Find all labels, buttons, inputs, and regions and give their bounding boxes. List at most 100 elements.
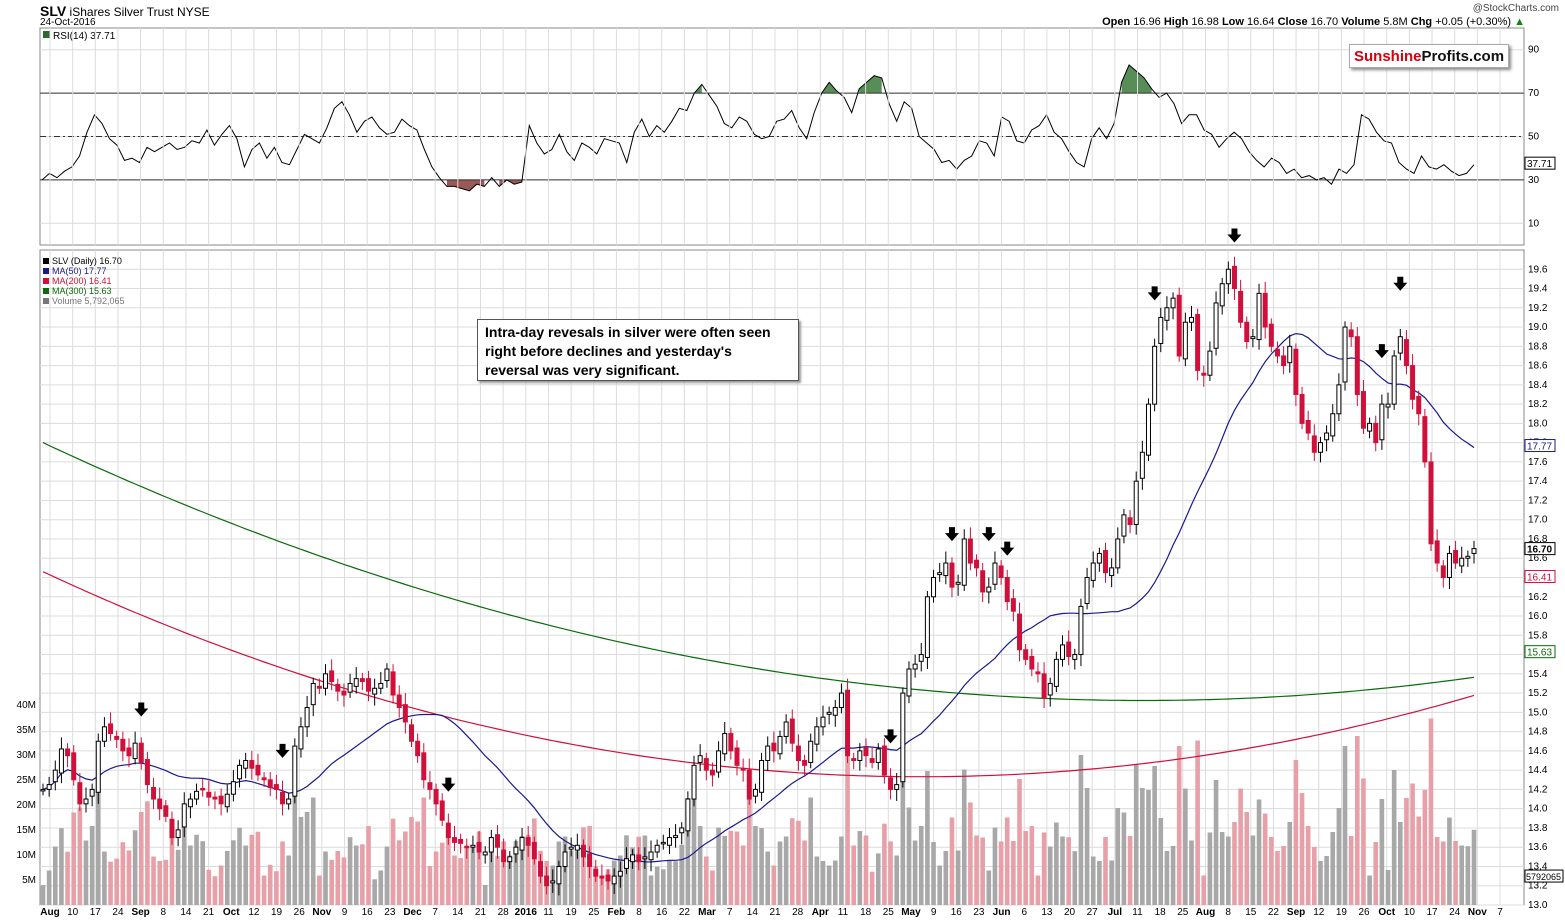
candle-body [280,791,286,805]
volume-bar [765,851,771,905]
candle-body [1238,290,1244,323]
volume-bar [875,853,881,905]
volume-bar [857,831,863,905]
volume-bar [126,850,132,905]
price-value-tag [1524,645,1556,659]
volume-bar [746,793,752,905]
volume-bar [194,834,199,905]
volume-bar [1023,831,1028,905]
candle-body [470,844,476,848]
volume-bar [175,849,181,905]
low-value: 16.64 [1247,16,1275,28]
volume-bar [1336,808,1342,905]
x-tick-label: Feb [608,907,626,918]
volume-bar [274,871,279,905]
volume-bar [495,856,500,905]
price-legend-label: Volume 5,792,065 [52,296,125,306]
volume-bar [599,876,605,905]
volume-bar [157,861,162,905]
down-arrow-icon [1227,228,1242,243]
volume-bar [384,846,390,905]
volume-bar [427,866,433,905]
candle-body [359,678,365,683]
candle-body [1299,393,1305,424]
x-tick-label: 8 [636,907,642,918]
rsi-tick-label: 70 [1528,88,1540,99]
down-arrow-icon [441,777,456,792]
candle-body [1403,339,1409,367]
price-value-tag-text: 15.63 [1527,648,1552,659]
price-tick-label: 14.4 [1528,765,1548,776]
x-tick-label: 27 [1087,907,1099,918]
rsi-tick-label: 10 [1528,218,1540,229]
candle-body [1367,422,1373,432]
x-tick-label: 26 [294,907,306,918]
candle-body [1416,395,1422,415]
chart-title: SLV iShares Silver Trust NYSE [40,3,210,19]
candle-body [1041,673,1047,699]
x-tick-label: 16 [362,907,374,918]
price-value-tag-text: 17.77 [1527,442,1552,453]
volume-bar [949,817,955,905]
candle-body [1004,577,1010,603]
price-tick-label: 19.0 [1528,322,1548,333]
callout-line-3: reversal was very significant. [485,362,680,378]
candle-body [144,759,150,786]
price-legend-swatch [43,258,49,264]
x-tick-label: 6 [1021,907,1027,918]
callout-line-2: right before declines and yesterday's [485,343,732,359]
volume-bar [525,834,531,905]
candle-body [421,752,427,781]
candle-body [722,733,728,755]
candle-body [777,735,783,755]
volume-bar [648,875,654,905]
candle-body [550,880,556,884]
x-tick-label: Aug [40,907,59,918]
candle-body [967,538,973,564]
volume-bar [955,850,961,905]
candle-body [1397,336,1403,354]
candle-body [820,716,826,728]
candle-body [525,837,531,846]
volume-bar [304,812,310,905]
volume-bar [575,851,580,905]
volume-bar [181,808,187,905]
x-tick-label: 11 [1132,907,1143,918]
volume-bar [839,836,844,905]
candle-body [648,851,654,861]
x-tick-label: 18 [860,907,872,918]
volume-bar [323,851,328,905]
candle-body [329,670,335,683]
candle-body [1010,598,1016,612]
x-tick-label: 21 [769,907,781,918]
candle-body [507,856,513,863]
candle-body [335,683,341,692]
candle-body [679,827,685,834]
down-arrow-icon [883,729,898,744]
volume-bar [145,801,150,905]
volume-tick-label: 10M [17,850,36,861]
volume-bar [476,831,482,905]
price-value-tag [1524,570,1556,584]
volume-bar [667,860,672,905]
volume-bar [46,870,52,905]
price-tick-label: 19.2 [1528,303,1548,314]
candle-body [1219,283,1225,307]
candle-body [1139,451,1145,479]
candle-body [949,562,955,588]
price-legend-label: MA(200) 16.41 [52,276,112,286]
price-value-tag-text: 16.70 [1527,545,1552,556]
candle-body [906,668,912,697]
candle-body [1103,550,1109,574]
candle-body [660,841,666,845]
candle-body [1379,403,1385,441]
x-tick-label: 16 [656,907,668,918]
volume-bar [728,830,734,905]
price-tick-label: 18.8 [1528,341,1548,352]
candle-body [795,745,801,762]
volume-bar [1324,856,1329,905]
low-label: Low [1221,16,1244,28]
volume-bar [1121,812,1127,905]
candle-body [1035,671,1041,675]
volume-bar [1410,783,1415,905]
